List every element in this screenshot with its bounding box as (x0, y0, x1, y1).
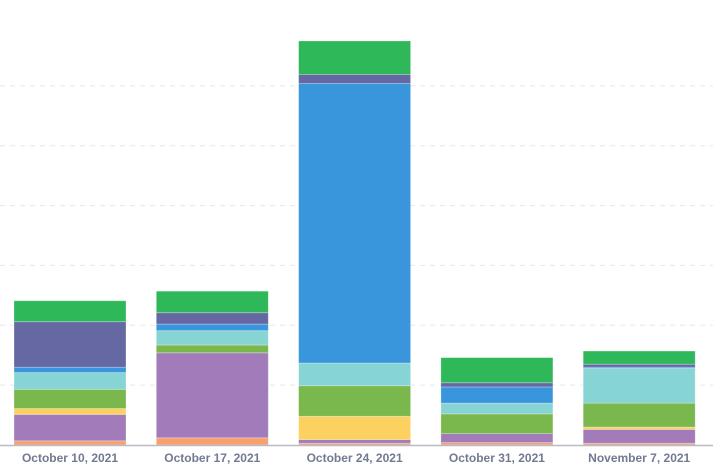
bar-stack[interactable] (155, 290, 269, 446)
bar-segment[interactable] (155, 312, 269, 325)
bar-segment[interactable] (298, 415, 412, 441)
bar-segment[interactable] (298, 362, 412, 387)
bar-segment[interactable] (155, 290, 269, 314)
bar-stack[interactable] (13, 300, 127, 446)
bar-segment[interactable] (298, 83, 412, 364)
bar-segment[interactable] (440, 386, 554, 404)
bar-segment[interactable] (440, 413, 554, 435)
bar-segment[interactable] (582, 429, 696, 444)
bar-segment[interactable] (440, 382, 554, 388)
bar-segment[interactable] (298, 40, 412, 75)
bars (13, 40, 696, 446)
bar-segment[interactable] (155, 437, 269, 446)
bar-segment[interactable] (155, 352, 269, 439)
bar-segment[interactable] (13, 366, 127, 373)
bar-segment[interactable] (440, 402, 554, 415)
bar-stack[interactable] (440, 357, 554, 446)
x-tick-label: October 31, 2021 (449, 451, 545, 464)
bar-segment[interactable] (582, 402, 696, 428)
bar-segment[interactable] (298, 385, 412, 417)
x-tick-label: November 7, 2021 (588, 451, 690, 464)
bar-segment[interactable] (13, 440, 127, 446)
x-tick-label: October 24, 2021 (307, 451, 403, 464)
bar-segment[interactable] (13, 414, 127, 442)
bar-segment[interactable] (13, 408, 127, 415)
x-tick-label: October 17, 2021 (164, 451, 260, 464)
x-tick-label: October 10, 2021 (22, 451, 118, 464)
bar-segment[interactable] (13, 300, 127, 323)
bar-stack[interactable] (298, 40, 412, 446)
bar-segment[interactable] (582, 367, 696, 404)
bar-segment[interactable] (440, 433, 554, 444)
bar-segment[interactable] (298, 74, 412, 84)
bar-segment[interactable] (13, 372, 127, 390)
bar-segment[interactable] (298, 439, 412, 444)
bar-stack[interactable] (582, 350, 696, 446)
bar-segment[interactable] (13, 388, 127, 409)
bar-segment[interactable] (155, 330, 269, 346)
x-axis-labels: October 10, 2021 October 17, 2021 October … (22, 451, 691, 464)
bar-segment[interactable] (155, 323, 269, 332)
bar-segment[interactable] (582, 363, 696, 368)
bar-segment[interactable] (13, 321, 127, 368)
bar-segment[interactable] (440, 357, 554, 384)
bar-segment[interactable] (155, 344, 269, 354)
bar-segment[interactable] (582, 350, 696, 365)
